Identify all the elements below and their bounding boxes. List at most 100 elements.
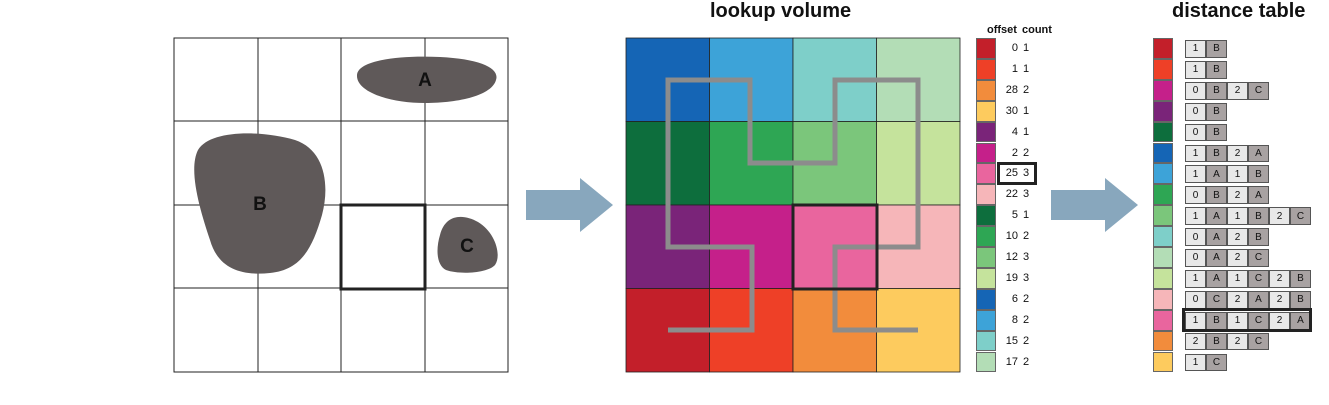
distance-value: 2 <box>1269 269 1290 288</box>
object-id: B <box>1206 40 1227 58</box>
offset-swatch <box>976 309 996 331</box>
distance-swatch <box>1153 205 1173 227</box>
lookup-cell-r3c1 <box>709 288 794 373</box>
distance-value: 0 <box>1185 102 1206 121</box>
object-id: A <box>1206 207 1227 226</box>
offset-value: 28 <box>1005 83 1018 96</box>
count-value: 3 <box>1023 251 1030 263</box>
offset-swatch <box>976 288 996 310</box>
offset-swatch <box>976 121 996 143</box>
shape-label-a: A <box>418 70 432 91</box>
distance-value: 1 <box>1185 40 1206 58</box>
distance-swatch <box>1153 38 1173 59</box>
distance-value: 2 <box>1269 290 1290 309</box>
offset-swatch <box>976 58 996 80</box>
lookup-cell-r0c3 <box>876 37 961 122</box>
count-value: 3 <box>1023 188 1030 201</box>
offset-swatch <box>976 142 996 164</box>
distance-swatch <box>1153 79 1173 101</box>
distance-value: 0 <box>1185 228 1206 246</box>
count-value: 2 <box>1023 230 1030 243</box>
distance-value: 1 <box>1185 353 1206 372</box>
distance-value: 1 <box>1185 60 1206 79</box>
distance-swatch <box>1153 309 1173 331</box>
distance-swatch <box>1153 351 1173 373</box>
lookup-cell-r1c0 <box>625 121 710 206</box>
count-value: 2 <box>1023 83 1030 96</box>
count-value: 1 <box>1023 209 1030 222</box>
offset-swatch <box>976 79 996 101</box>
spatial-grid: A B C <box>173 37 509 373</box>
distance-swatch <box>1153 121 1173 143</box>
lookup-volume-path <box>665 77 921 333</box>
object-id: B <box>1206 311 1227 330</box>
offset-value: 17 <box>1005 355 1018 368</box>
lookup-cell-r0c2 <box>792 37 877 122</box>
object-id: B <box>1206 332 1227 351</box>
object-id: A <box>1206 269 1227 288</box>
object-id: B <box>1206 144 1227 163</box>
count-value: 1 <box>1023 125 1030 138</box>
object-id: C <box>1206 353 1227 372</box>
distance-value: 1 <box>1227 207 1248 226</box>
lookup-cell-r3c0 <box>625 288 710 373</box>
object-id: A <box>1248 290 1269 309</box>
object-id: B <box>1248 228 1269 246</box>
offset-value: 15 <box>1005 334 1018 347</box>
distance-value: 0 <box>1185 186 1206 205</box>
offset-value: 0 <box>1011 42 1018 54</box>
distance-swatch <box>1153 142 1173 164</box>
offset-value: 6 <box>1011 292 1018 305</box>
lookup-cell-r3c2 <box>792 288 877 373</box>
distance-swatch <box>1153 288 1173 310</box>
distance-value: 1 <box>1227 269 1248 288</box>
count-value: 2 <box>1023 292 1030 305</box>
object-id: B <box>1248 165 1269 184</box>
object-id: B <box>1290 269 1311 288</box>
distance-value: 2 <box>1227 332 1248 351</box>
distance-value: 1 <box>1185 207 1206 226</box>
offset-value: 4 <box>1011 125 1018 138</box>
distance-value: 0 <box>1185 81 1206 100</box>
count-header: count <box>1022 24 1052 36</box>
shape-b <box>194 133 326 274</box>
lookup-cell-r1c2 <box>792 121 877 206</box>
query-cell-highlight <box>339 203 427 291</box>
shape-label-b: B <box>253 194 267 215</box>
distance-table-title: distance table <box>1172 0 1306 22</box>
distance-swatch <box>1153 330 1173 352</box>
count-value: 1 <box>1023 42 1030 54</box>
lookup-cell-r2c2 <box>792 204 877 289</box>
distance-value: 2 <box>1185 332 1206 351</box>
count-value: 3 <box>1023 271 1030 284</box>
object-id: B <box>1248 207 1269 226</box>
object-id: C <box>1248 81 1269 100</box>
distance-value: 1 <box>1185 144 1206 163</box>
offset-value: 12 <box>1005 251 1018 263</box>
distance-swatch <box>1153 163 1173 185</box>
offset-value: 25 <box>1005 167 1018 180</box>
object-id: C <box>1290 207 1311 226</box>
distance-value: 1 <box>1185 269 1206 288</box>
distance-swatch <box>1153 267 1173 289</box>
object-id: C <box>1206 290 1227 309</box>
lookup-volume-title: lookup volume <box>710 0 852 22</box>
offset-swatch <box>976 184 996 206</box>
lookup-cell-r0c0 <box>625 37 710 122</box>
distance-value: 1 <box>1185 165 1206 184</box>
offset-value: 1 <box>1011 62 1018 75</box>
shape-label-c: C <box>460 236 474 257</box>
object-id: B <box>1206 81 1227 100</box>
lookup-cell-r1c1 <box>709 121 794 206</box>
count-value: 2 <box>1023 355 1030 368</box>
distance-value: 1 <box>1227 165 1248 184</box>
lookup-query-cell <box>791 203 879 291</box>
object-id: B <box>1206 186 1227 205</box>
object-id: B <box>1206 60 1227 79</box>
count-value: 2 <box>1023 313 1030 326</box>
object-id: B <box>1206 123 1227 142</box>
distance-value: 2 <box>1227 144 1248 163</box>
distance-value: 0 <box>1185 123 1206 142</box>
object-id: B <box>1290 290 1311 309</box>
object-id: C <box>1248 249 1269 267</box>
